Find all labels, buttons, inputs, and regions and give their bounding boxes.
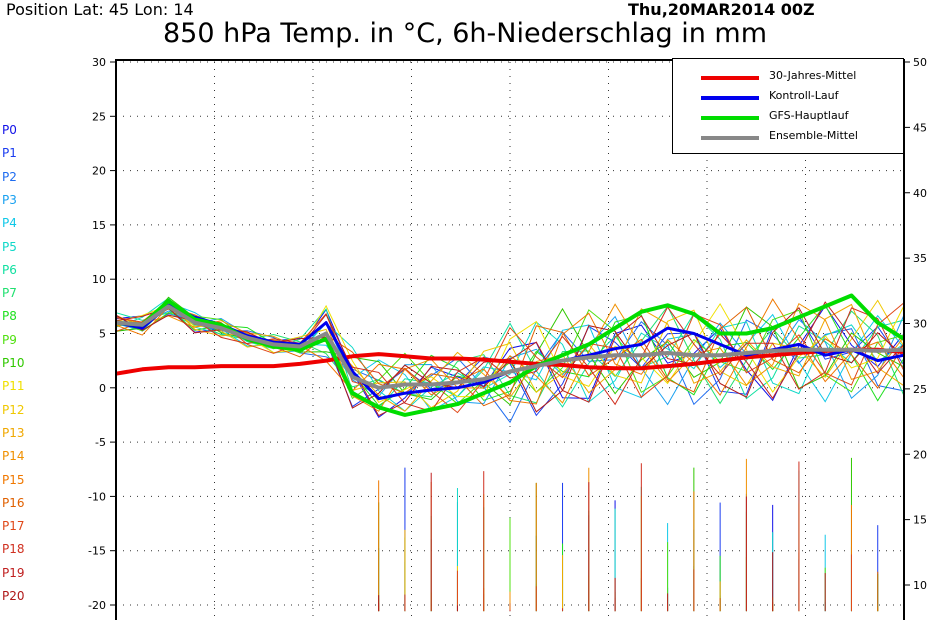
- right-tick-label: 50: [913, 56, 927, 69]
- legend-swatch: [701, 136, 759, 140]
- plot-frame: [115, 59, 905, 620]
- legend-item-ensemble-mean: Ensemble-Mittel: [673, 127, 903, 147]
- left-tick-label: 15: [92, 219, 106, 232]
- member-label: P14: [2, 449, 25, 464]
- datetime-label: Thu,20MAR2014 00Z: [628, 0, 815, 19]
- member-label: P6: [2, 262, 17, 277]
- legend-swatch: [701, 76, 759, 80]
- left-tick-label: 10: [92, 273, 106, 286]
- ensemble-member-line: [115, 308, 905, 409]
- member-label: P16: [2, 495, 25, 510]
- right-tick-label: 45: [913, 121, 927, 134]
- right-tick-label: 40: [913, 187, 927, 200]
- legend-item-control: Kontroll-Lauf: [673, 87, 903, 107]
- left-tick-label: -10: [88, 490, 106, 503]
- member-label: P3: [2, 192, 17, 207]
- left-tick-label: -5: [95, 436, 106, 449]
- member-label: P19: [2, 565, 25, 580]
- right-tick-label: 30: [913, 318, 927, 331]
- left-tick-label: -20: [88, 599, 106, 612]
- main-series: [115, 293, 906, 417]
- member-label: P20: [2, 589, 25, 603]
- legend-item-gfs: GFS-Hauptlauf: [673, 107, 903, 127]
- member-label: P10: [2, 356, 25, 370]
- member-label: P0: [2, 123, 17, 137]
- ensemble-member-line: [115, 298, 905, 413]
- series-line: [115, 304, 905, 390]
- member-label: P18: [2, 542, 25, 557]
- ensemble-member-line: [115, 302, 905, 412]
- axis-ticks: 302520151050-5-10-15-2050454035302520151…: [88, 56, 927, 612]
- member-label: P8: [2, 309, 17, 324]
- member-label: P17: [2, 519, 25, 534]
- legend-swatch: [701, 116, 759, 120]
- chart-title: 850 hPa Temp. in °C, 6h-Niederschlag in …: [162, 18, 768, 49]
- member-label: P2: [2, 169, 17, 184]
- legend-label: 30-Jahres-Mittel: [769, 69, 857, 82]
- right-tick-label: 25: [913, 383, 927, 396]
- member-label: P13: [2, 425, 25, 440]
- ensemble-member-line: [115, 304, 905, 407]
- left-tick-label: -15: [88, 545, 106, 558]
- member-label: P12: [2, 402, 25, 417]
- right-tick-label: 35: [913, 252, 927, 265]
- left-tick-label: 5: [99, 328, 106, 341]
- left-tick-label: 30: [92, 56, 106, 69]
- right-tick-label: 10: [913, 579, 927, 592]
- member-label: P7: [2, 286, 17, 301]
- member-label: P9: [2, 332, 17, 347]
- member-label: P11: [2, 379, 25, 394]
- legend: 30-Jahres-Mittel Kontroll-Lauf GFS-Haupt…: [672, 58, 904, 154]
- left-tick-label: 0: [99, 382, 106, 395]
- legend-label: Kontroll-Lauf: [769, 89, 839, 102]
- right-tick-label: 15: [913, 514, 927, 527]
- member-label: P1: [2, 146, 17, 161]
- member-label: P15: [2, 472, 25, 487]
- member-label: P5: [2, 239, 17, 254]
- position-label: Position Lat: 45 Lon: 14: [6, 0, 194, 19]
- left-tick-label: 20: [92, 165, 106, 178]
- series-line: [115, 347, 905, 376]
- right-tick-label: 20: [913, 448, 927, 461]
- ensemble-member-line: [115, 302, 905, 424]
- member-label: P4: [2, 216, 17, 231]
- legend-swatch: [701, 96, 759, 100]
- legend-item-mean30: 30-Jahres-Mittel: [673, 67, 903, 87]
- ensemble-member-line: [115, 302, 905, 414]
- legend-label: GFS-Hauptlauf: [769, 109, 849, 122]
- left-tick-label: 25: [92, 110, 106, 123]
- legend-label: Ensemble-Mittel: [769, 129, 858, 142]
